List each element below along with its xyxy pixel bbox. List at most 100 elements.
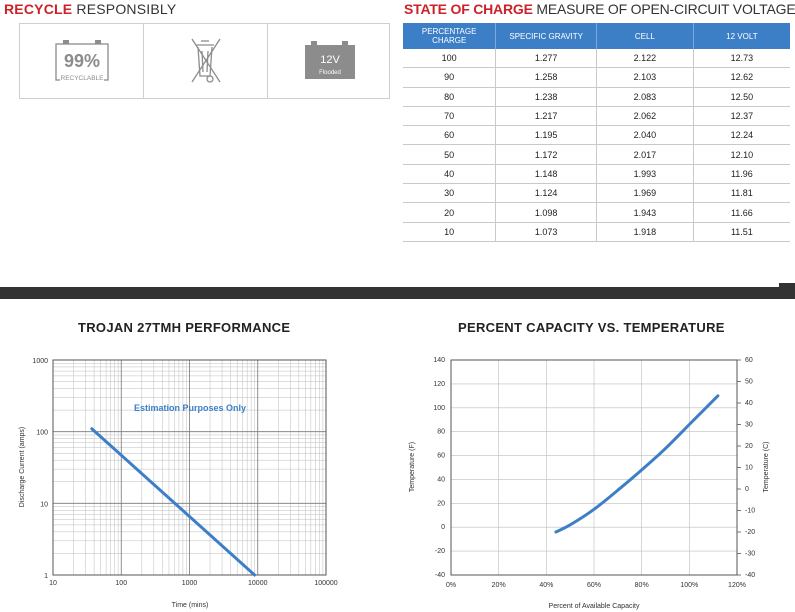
y-tick-label: 140 (433, 357, 445, 364)
soc-cell: 70 (403, 106, 497, 127)
soc-cell: 2.017 (596, 144, 694, 165)
soc-cell: 1.195 (495, 125, 597, 146)
x-tick-label: 0% (446, 582, 456, 589)
soc-col-12volt: 12 VOLT (693, 23, 790, 49)
y-tick-label: 120 (433, 381, 445, 388)
soc-cell: 1.918 (596, 222, 694, 242)
y-tick-label: 10 (40, 501, 48, 508)
y-right-axis-label: Temperature (C) (763, 442, 770, 493)
soc-cell: 1.073 (495, 222, 597, 242)
x-axis-label: Time (mins) (172, 602, 209, 609)
plot-frame (450, 359, 738, 576)
y-tick-label: 0 (441, 524, 445, 531)
soc-row: 90 1.258 2.103 12.62 (403, 67, 790, 88)
soc-cell: 1.217 (495, 106, 597, 127)
soc-cell: 1.172 (495, 144, 597, 165)
x-tick-label: 40% (539, 582, 553, 589)
y-right-tick-label: -40 (745, 572, 755, 579)
soc-header-row: PERCENTAGE CHARGE SPECIFIC GRAVITY CELL … (403, 23, 790, 49)
soc-cell: 2.083 (596, 87, 694, 107)
soc-col-percent: PERCENTAGE CHARGE (403, 23, 497, 49)
soc-cell: 20 (403, 202, 497, 223)
plot-frame (52, 359, 327, 576)
performance-chart: 10 100 1000 10000 1000001101001000Estimation… (19, 358, 338, 609)
soc-row: 50 1.172 2.017 12.10 (403, 144, 790, 165)
y-tick-label: 40 (437, 476, 445, 483)
y-tick-label: 60 (437, 453, 445, 460)
soc-cell: 1.124 (495, 183, 597, 204)
soc-row: 10 1.073 1.918 11.51 (403, 222, 790, 242)
y-right-tick-label: -10 (745, 508, 755, 515)
soc-title: STATE OF CHARGE MEASURE OF OPEN-CIRCUIT … (404, 1, 795, 17)
capacity-temperature-chart: 0% 20% 40% 60% 80% 100% 120%-40-20020406080100… (409, 357, 770, 610)
soc-cell: 50 (403, 144, 497, 165)
y-right-tick-label: 40 (745, 400, 753, 407)
soc-cell: 30 (403, 183, 497, 204)
recycle-label: RECYCLABLE (61, 75, 105, 82)
soc-cell: 12.37 (693, 106, 790, 127)
crossed-out-bin-icon (191, 38, 221, 83)
flooded-battery-cell: 12V Flooded (268, 24, 391, 98)
soc-cell: 1.148 (495, 164, 597, 185)
soc-cell: 1.993 (596, 164, 694, 185)
soc-cell: 1.238 (495, 87, 597, 107)
series-line (554, 394, 720, 534)
recycle-percent: 99% (64, 51, 100, 71)
y-tick-label: 1000 (32, 358, 48, 365)
soc-title-dark: MEASURE OF OPEN-CIRCUIT VOLTAGE (536, 1, 795, 17)
y-right-tick-label: 50 (745, 379, 753, 386)
x-tick-label: 100 (115, 580, 127, 587)
soc-cell: 80 (403, 87, 497, 107)
soc-row: 100 1.277 2.122 12.73 (403, 49, 790, 69)
soc-cell: 60 (403, 125, 497, 146)
battery-type: Flooded (319, 70, 341, 76)
soc-row: 60 1.195 2.040 12.24 (403, 125, 790, 146)
y-tick-label: 100 (433, 405, 445, 412)
y-right-tick-label: -20 (745, 529, 755, 536)
section-divider (0, 287, 795, 299)
soc-cell: 11.51 (693, 222, 790, 242)
soc-col-gravity: SPECIFIC GRAVITY (495, 23, 597, 49)
soc-cell: 11.96 (693, 164, 790, 185)
x-tick-label: 100000 (314, 580, 337, 587)
y-right-tick-label: 20 (745, 443, 753, 450)
soc-cell: 12.10 (693, 144, 790, 165)
x-tick-label: 10000 (248, 580, 268, 587)
soc-cell: 12.50 (693, 87, 790, 107)
x-axis-label: Percent of Available Capacity (549, 603, 640, 610)
soc-title-red: STATE OF CHARGE (404, 1, 533, 17)
series-line (90, 427, 257, 577)
soc-cell: 1.277 (495, 49, 597, 69)
battery-voltage: 12V (320, 54, 340, 66)
soc-row: 20 1.098 1.943 11.66 (403, 202, 790, 223)
soc-cell: 11.81 (693, 183, 790, 204)
soc-cell: 100 (403, 49, 497, 69)
y-tick-label: 20 (437, 500, 445, 507)
section-divider-tab (779, 283, 795, 299)
soc-row: 70 1.217 2.062 12.37 (403, 106, 790, 127)
annotation-label: Estimation Purposes Only (134, 403, 246, 413)
soc-row: 30 1.124 1.969 11.81 (403, 183, 790, 204)
soc-cell: 11.66 (693, 202, 790, 223)
y-axis-label: Temperature (F) (409, 442, 416, 492)
y-tick-label: -20 (435, 548, 445, 555)
x-tick-label: 10 (49, 580, 57, 587)
y-right-tick-label: 10 (745, 465, 753, 472)
soc-table: PERCENTAGE CHARGE SPECIFIC GRAVITY CELL … (403, 23, 790, 242)
soc-cell: 12.62 (693, 67, 790, 88)
x-tick-label: 100% (680, 582, 698, 589)
chart1-title: TROJAN 27TMH PERFORMANCE (78, 320, 291, 335)
chart2-title: PERCENT CAPACITY VS. TEMPERATURE (458, 320, 725, 335)
y-right-tick-label: -30 (745, 551, 755, 558)
x-tick-label: 80% (635, 582, 649, 589)
flooded-battery-icon: 12V Flooded (305, 41, 355, 79)
recycle-title-red: RECYCLE (4, 1, 73, 17)
recycle-title-dark: RESPONSIBLY (76, 1, 177, 17)
soc-cell: 90 (403, 67, 497, 88)
x-tick-label: 60% (587, 582, 601, 589)
y-tick-label: 1 (44, 573, 48, 580)
soc-row: 80 1.238 2.083 12.50 (403, 87, 790, 107)
x-tick-label: 1000 (182, 580, 198, 587)
soc-row: 40 1.148 1.993 11.96 (403, 164, 790, 185)
soc-cell: 40 (403, 164, 497, 185)
